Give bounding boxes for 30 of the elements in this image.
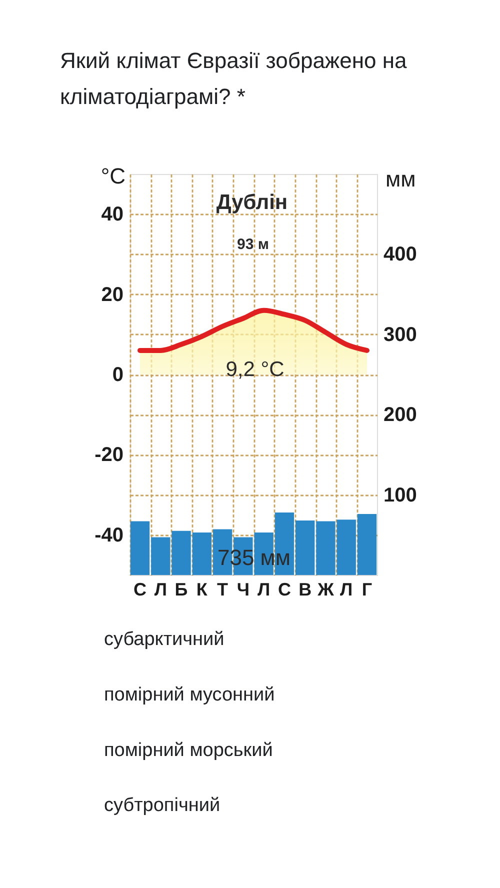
y-tick-label: 0: [112, 364, 124, 386]
y-tick-label: -20: [94, 444, 124, 466]
text: субтропічний: [104, 795, 220, 816]
y-tick-label: -40: [94, 524, 124, 546]
x-tick-label: Ж: [316, 580, 335, 600]
x-tick-label: Л: [340, 580, 353, 600]
y-tick-label: 20: [101, 284, 124, 306]
x-tick-label: Ч: [236, 580, 250, 600]
y-axis-title: °C: [100, 164, 126, 188]
text: помірний мусонний: [104, 684, 275, 706]
x-tick-label: С: [278, 580, 291, 600]
x-tick-label: С: [134, 580, 147, 600]
annotation: Дублін: [216, 191, 288, 214]
text: помірний морський: [104, 740, 273, 761]
y2-tick-label: 400: [384, 244, 417, 266]
x-tick-label: Л: [154, 580, 167, 600]
text: субарктичний: [104, 629, 224, 650]
x-tick-label: Л: [257, 580, 270, 600]
y2-tick-label: 100: [384, 484, 417, 506]
y-tick-label: 40: [101, 204, 124, 226]
x-tick-label: К: [196, 580, 208, 600]
annotation: 93 м: [237, 236, 269, 253]
x-tick-label: Б: [174, 580, 188, 600]
x-tick-label: В: [298, 580, 312, 600]
y2-axis-title: мм: [386, 166, 416, 192]
chart-title: Який клімат Євразії зображено на кліматодіаграмі? *: [60, 48, 408, 109]
x-tick-label: Т: [217, 580, 228, 600]
y2-tick-label: 200: [384, 404, 417, 426]
x-tick-label: Г: [362, 580, 372, 600]
y2-tick-label: 300: [384, 324, 417, 346]
